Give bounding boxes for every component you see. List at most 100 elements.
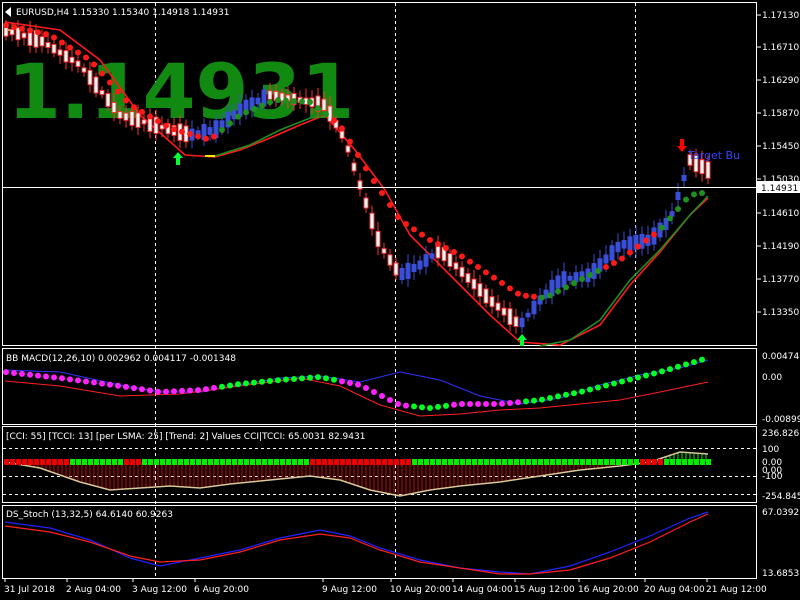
macd-dot — [275, 377, 281, 384]
ma-dot — [315, 105, 321, 112]
time-label: 3 Aug 12:00 — [132, 585, 187, 595]
ma-dot — [523, 292, 529, 299]
trend-square — [616, 459, 621, 465]
trend-square — [496, 459, 501, 465]
ma-dot — [131, 104, 137, 111]
candle-body — [429, 253, 435, 259]
ma-dot — [363, 165, 369, 172]
time-label: 15 Aug 12:00 — [514, 585, 575, 595]
trend-square — [586, 459, 591, 465]
price-axis: 1.17130 1.16710 1.16290 1.15870 1.15450 1.150… — [757, 11, 800, 579]
trend-square — [478, 459, 483, 465]
ma-dot — [691, 191, 697, 198]
macd-dot — [123, 383, 129, 390]
macd-header: BB MACD(12,26,10) 0.002962 0.004117 -0.0… — [6, 354, 236, 364]
ma-dot — [283, 97, 289, 104]
macd-dot — [19, 370, 25, 377]
trend-square — [676, 459, 681, 465]
macd-dot — [267, 378, 273, 384]
trend-square — [688, 459, 693, 465]
macd-dot — [147, 387, 153, 394]
ma-dot — [195, 133, 201, 140]
trend-square — [610, 459, 615, 465]
ma-dot — [555, 288, 561, 295]
ma-dot — [587, 272, 593, 278]
macd-dot — [411, 403, 417, 410]
candle-body — [51, 43, 57, 54]
candle-body — [609, 245, 615, 261]
ma-dot — [219, 127, 225, 133]
time-label: 10 Aug 20:00 — [390, 585, 451, 595]
macd-dot — [435, 403, 441, 410]
trend-square — [34, 459, 39, 465]
ma-dot — [491, 274, 497, 281]
current-price-tag — [757, 181, 800, 193]
macd-dot — [131, 385, 137, 392]
candle-body — [489, 296, 495, 308]
candle-body — [477, 283, 483, 297]
candle-body — [345, 145, 351, 153]
macd-dot — [211, 384, 217, 391]
ma-dot — [515, 290, 521, 297]
macd-dot — [683, 361, 689, 368]
ma-dot — [259, 102, 265, 109]
ma-dot — [667, 215, 673, 222]
macd-dot — [3, 369, 9, 376]
ma-dot — [339, 125, 345, 132]
ma-dot — [411, 226, 417, 233]
ma-dot — [27, 27, 33, 34]
macd-dot — [99, 380, 105, 387]
trend-square — [532, 459, 537, 465]
macd-dot — [491, 401, 497, 407]
trend-square — [154, 459, 159, 465]
trend-square — [292, 459, 297, 465]
macd-dot — [75, 377, 81, 384]
candle-body — [375, 230, 381, 248]
ma-dot — [43, 31, 49, 38]
trend-square — [190, 459, 195, 465]
macd-dot — [339, 378, 345, 385]
candle-body — [447, 253, 453, 267]
ma-dot — [435, 241, 441, 247]
macd-dot — [459, 401, 465, 407]
ma-dot — [115, 88, 121, 95]
macd-dot — [259, 378, 265, 385]
menu-triangle-icon[interactable] — [5, 7, 11, 17]
trend-line-green — [214, 115, 331, 157]
trend-square — [184, 459, 189, 465]
cci-tick-label: 0.00 — [762, 466, 782, 476]
candle-body — [129, 111, 135, 126]
trend-square — [514, 459, 519, 465]
candle-body — [615, 241, 621, 253]
ma-dot — [91, 61, 97, 68]
macd-dot — [35, 372, 41, 379]
trend-square — [46, 459, 51, 465]
macd-dot — [675, 363, 681, 370]
macd-dot — [603, 382, 609, 389]
ma-dot — [59, 39, 65, 46]
trend-square — [448, 459, 453, 465]
macd-dot — [107, 381, 113, 388]
ma-dot — [619, 255, 625, 262]
macd-dot — [515, 399, 521, 406]
macd-dot — [523, 398, 529, 405]
trend-square — [310, 459, 315, 465]
candle-body — [123, 112, 129, 121]
ma-dot — [187, 131, 193, 137]
candle-body — [351, 162, 357, 172]
price-tick-label: 1.13770 — [762, 275, 799, 285]
macd-dot — [67, 376, 73, 383]
trend-square — [580, 459, 585, 465]
candle-body — [507, 308, 513, 326]
trend-square — [388, 459, 393, 465]
ma-dot — [531, 293, 537, 300]
macd-dot — [547, 395, 553, 401]
trend-square — [28, 459, 33, 465]
ma-dot — [659, 224, 665, 231]
slow-ma-line — [4, 21, 709, 346]
trend-square — [376, 459, 381, 465]
trend-square — [118, 459, 123, 465]
candle-body — [411, 263, 417, 273]
candle-body — [117, 111, 123, 119]
